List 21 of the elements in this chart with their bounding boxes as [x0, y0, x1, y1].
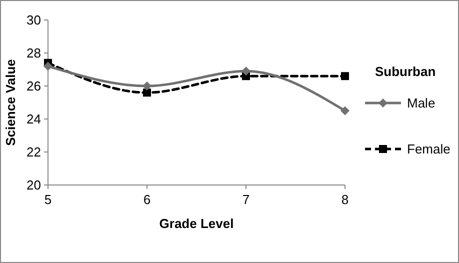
- x-axis-title: Grade Level: [159, 216, 234, 231]
- y-tick-label: 24: [26, 112, 41, 127]
- point: [44, 62, 52, 71]
- legend-title: Suburban: [375, 64, 436, 79]
- legend-label: Male: [407, 96, 436, 111]
- point: [143, 88, 151, 97]
- x-tick-label: 7: [242, 192, 250, 207]
- x-tick-label: 8: [341, 192, 349, 207]
- point: [341, 72, 349, 80]
- x-tick-label: 6: [143, 192, 151, 207]
- y-tick-label: 20: [26, 178, 41, 193]
- x-tick-label: 5: [44, 192, 52, 207]
- point: [340, 106, 350, 116]
- y-tick-label: 30: [26, 12, 41, 28]
- legend-label: Female: [407, 142, 450, 157]
- y-axis-title: Science Value: [3, 59, 18, 146]
- point: [242, 66, 250, 76]
- y-tick-label: 26: [26, 78, 41, 94]
- y-tick-label: 28: [26, 46, 41, 61]
- point: [142, 82, 152, 90]
- y-tick-label: 22: [26, 144, 41, 160]
